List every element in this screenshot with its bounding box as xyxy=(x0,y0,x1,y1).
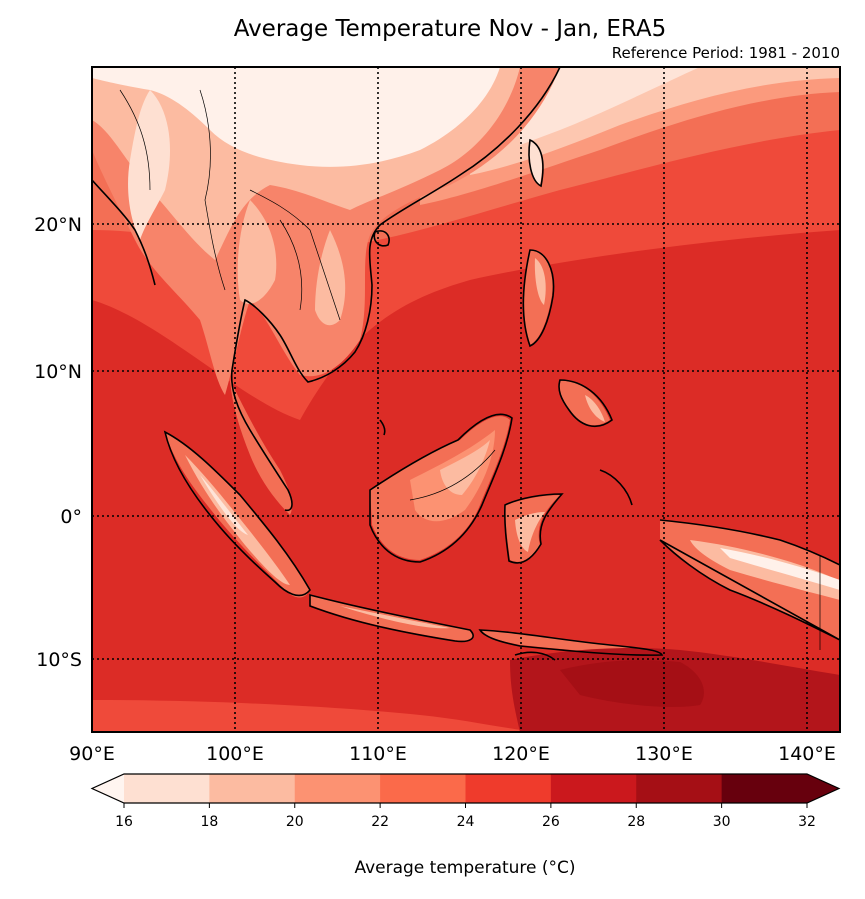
colorbar-segment xyxy=(636,774,723,803)
colorbar: 16 18 20 22 24 26 28 30 32 Average temperature (… xyxy=(90,773,841,878)
colorbar-label: Average temperature (°C) xyxy=(354,858,575,878)
colorbar-segment xyxy=(550,774,637,803)
colorbar-tick-label: 20 xyxy=(286,814,304,830)
lon-tick-120e: 120°E xyxy=(492,743,550,765)
lon-tick-110e: 110°E xyxy=(349,743,407,765)
colorbar-segments xyxy=(124,774,808,803)
colorbar-tick-label: 24 xyxy=(457,814,475,830)
temperature-field xyxy=(92,67,840,732)
lon-tick-100e: 100°E xyxy=(206,743,264,765)
colorbar-tick-label: 32 xyxy=(798,814,816,830)
colorbar-tick-label: 26 xyxy=(542,814,560,830)
colorbar-segment xyxy=(124,774,210,803)
lon-tick-90e: 90°E xyxy=(69,743,115,765)
country-borders xyxy=(119,89,821,650)
colorbar-tick-label: 16 xyxy=(115,814,133,830)
colorbar-segment xyxy=(209,774,296,803)
reference-period-note: Reference Period: 1981 - 2010 xyxy=(611,44,840,62)
lon-tick-130e: 130°E xyxy=(635,743,693,765)
map-title: Average Temperature Nov - Jan, ERA5 xyxy=(233,16,667,42)
lat-tick-10n: 10°N xyxy=(34,361,82,383)
map-frame xyxy=(91,66,841,733)
colorbar-extend-right xyxy=(807,774,839,803)
colorbar-segment xyxy=(380,774,466,803)
gridlines xyxy=(92,67,840,732)
lat-tick-0: 0° xyxy=(60,506,82,528)
colorbar-segment xyxy=(294,774,381,803)
colorbar-tick-label: 28 xyxy=(627,814,645,830)
lat-tick-20n: 20°N xyxy=(34,214,82,236)
colorbar-ticks: 16 18 20 22 24 26 28 30 32 xyxy=(115,803,816,830)
lat-tick-10s: 10°S xyxy=(36,649,82,671)
colorbar-segment xyxy=(465,774,552,803)
colorbar-tick-label: 18 xyxy=(200,814,218,830)
colorbar-tick-label: 22 xyxy=(371,814,389,830)
colorbar-segment xyxy=(721,774,808,803)
colorbar-tick-label: 30 xyxy=(713,814,731,830)
lon-tick-140e: 140°E xyxy=(778,743,836,765)
colorbar-extend-left xyxy=(92,774,124,803)
coastlines xyxy=(92,67,840,661)
